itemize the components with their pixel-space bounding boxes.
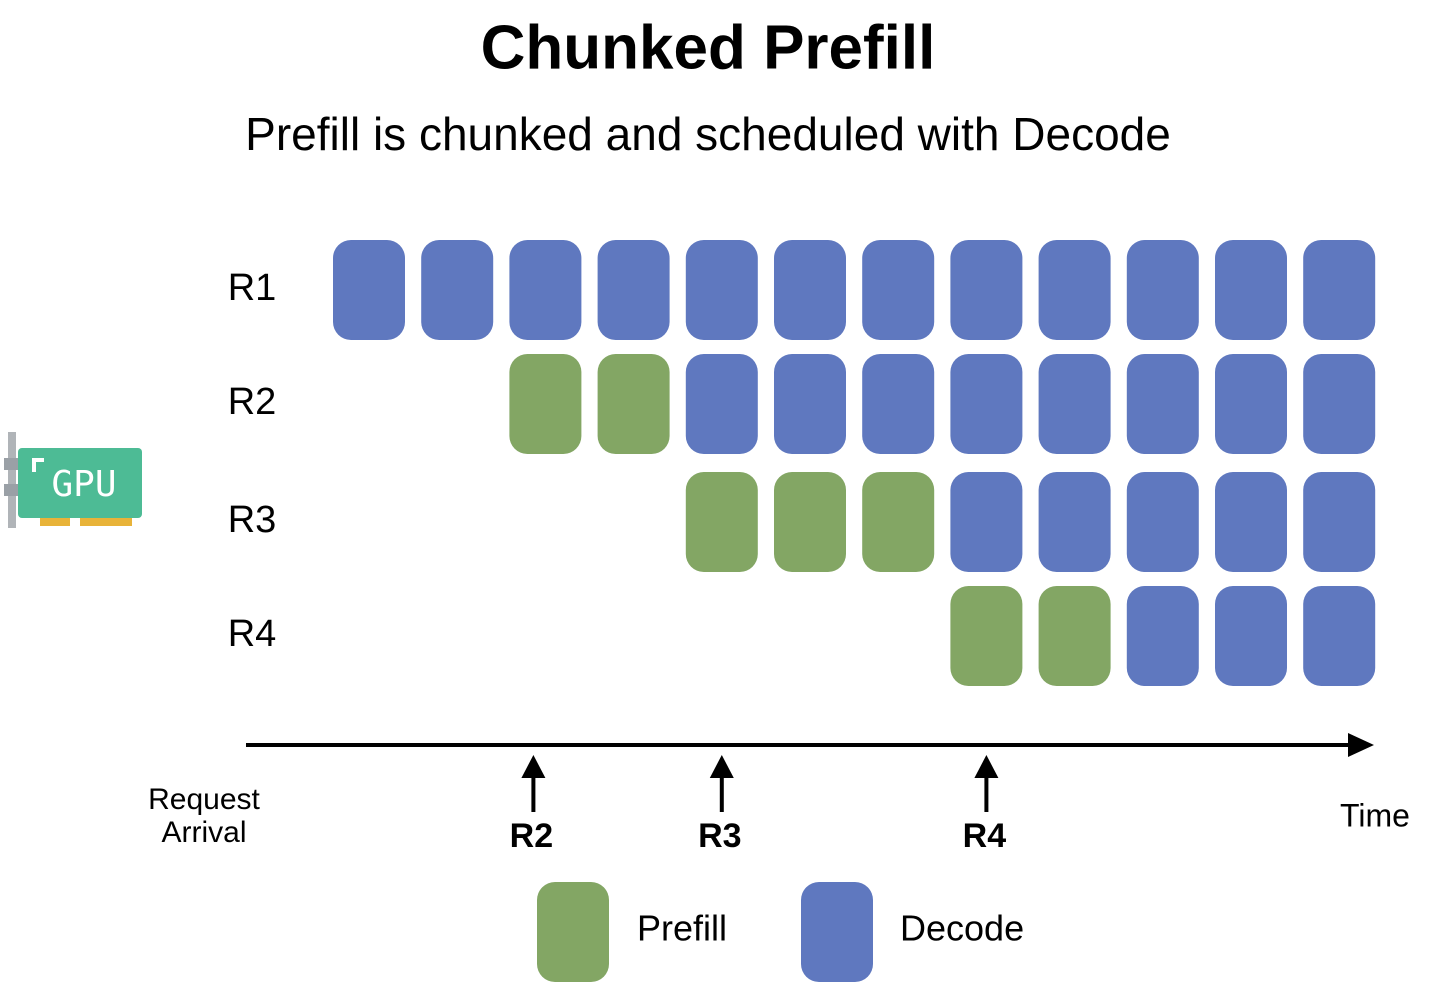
- decode-block: [774, 354, 846, 454]
- prefill-block: [509, 354, 582, 454]
- decode-block: [509, 240, 582, 340]
- decode-block: [862, 240, 935, 340]
- prefill-block: [1038, 586, 1111, 686]
- decode-block: [950, 240, 1023, 340]
- decode-block: [1303, 240, 1376, 340]
- legend-swatch: [801, 882, 873, 982]
- legend-label: Prefill: [637, 908, 727, 949]
- row-label: R1: [228, 267, 277, 309]
- arrival-label: Request: [148, 783, 260, 816]
- prefill-block: [950, 586, 1023, 686]
- decode-block: [1038, 240, 1111, 340]
- decode-block: [950, 472, 1023, 572]
- decode-block: [1215, 354, 1287, 454]
- decode-block: [685, 354, 758, 454]
- title: Chunked Prefill: [481, 13, 936, 82]
- arrival-label: R2: [510, 817, 553, 855]
- decode-block: [1126, 586, 1199, 686]
- prefill-block: [862, 472, 935, 572]
- row-label: R4: [228, 613, 277, 655]
- arrival-label: R3: [698, 817, 741, 855]
- decode-block: [1126, 354, 1199, 454]
- arrival-arrowhead: [521, 755, 546, 778]
- decode-block: [1215, 240, 1287, 340]
- decode-block: [1303, 354, 1376, 454]
- row-label: R2: [228, 381, 277, 423]
- legend-swatch: [537, 882, 609, 982]
- decode-block: [685, 240, 758, 340]
- decode-block: [1038, 472, 1111, 572]
- decode-block: [862, 354, 935, 454]
- prefill-block: [774, 472, 846, 572]
- decode-block: [1215, 472, 1287, 572]
- axis-arrowhead: [1348, 733, 1374, 757]
- decode-block: [1215, 586, 1287, 686]
- arrival-label: Arrival: [161, 816, 246, 849]
- icon-label: GPU: [51, 464, 116, 505]
- decode-block: [597, 240, 670, 340]
- decode-block: [1303, 472, 1376, 572]
- arrival-label: R4: [963, 817, 1007, 855]
- decode-block: [1303, 586, 1376, 686]
- decode-block: [774, 240, 846, 340]
- decode-block: [1126, 472, 1199, 572]
- decode-block: [1038, 354, 1111, 454]
- gpu-icon: GPU: [4, 432, 142, 528]
- decode-block: [333, 240, 405, 340]
- arrival-arrowhead: [709, 755, 734, 778]
- prefill-block: [597, 354, 670, 454]
- row-label: R3: [228, 499, 277, 541]
- decode-block: [421, 240, 494, 340]
- decode-block: [1126, 240, 1199, 340]
- subtitle: Prefill is chunked and scheduled with De…: [245, 108, 1171, 160]
- arrival-arrowhead: [974, 755, 999, 778]
- legend-label: Decode: [900, 908, 1024, 949]
- prefill-block: [685, 472, 758, 572]
- time-label: Time: [1340, 797, 1410, 833]
- decode-block: [950, 354, 1023, 454]
